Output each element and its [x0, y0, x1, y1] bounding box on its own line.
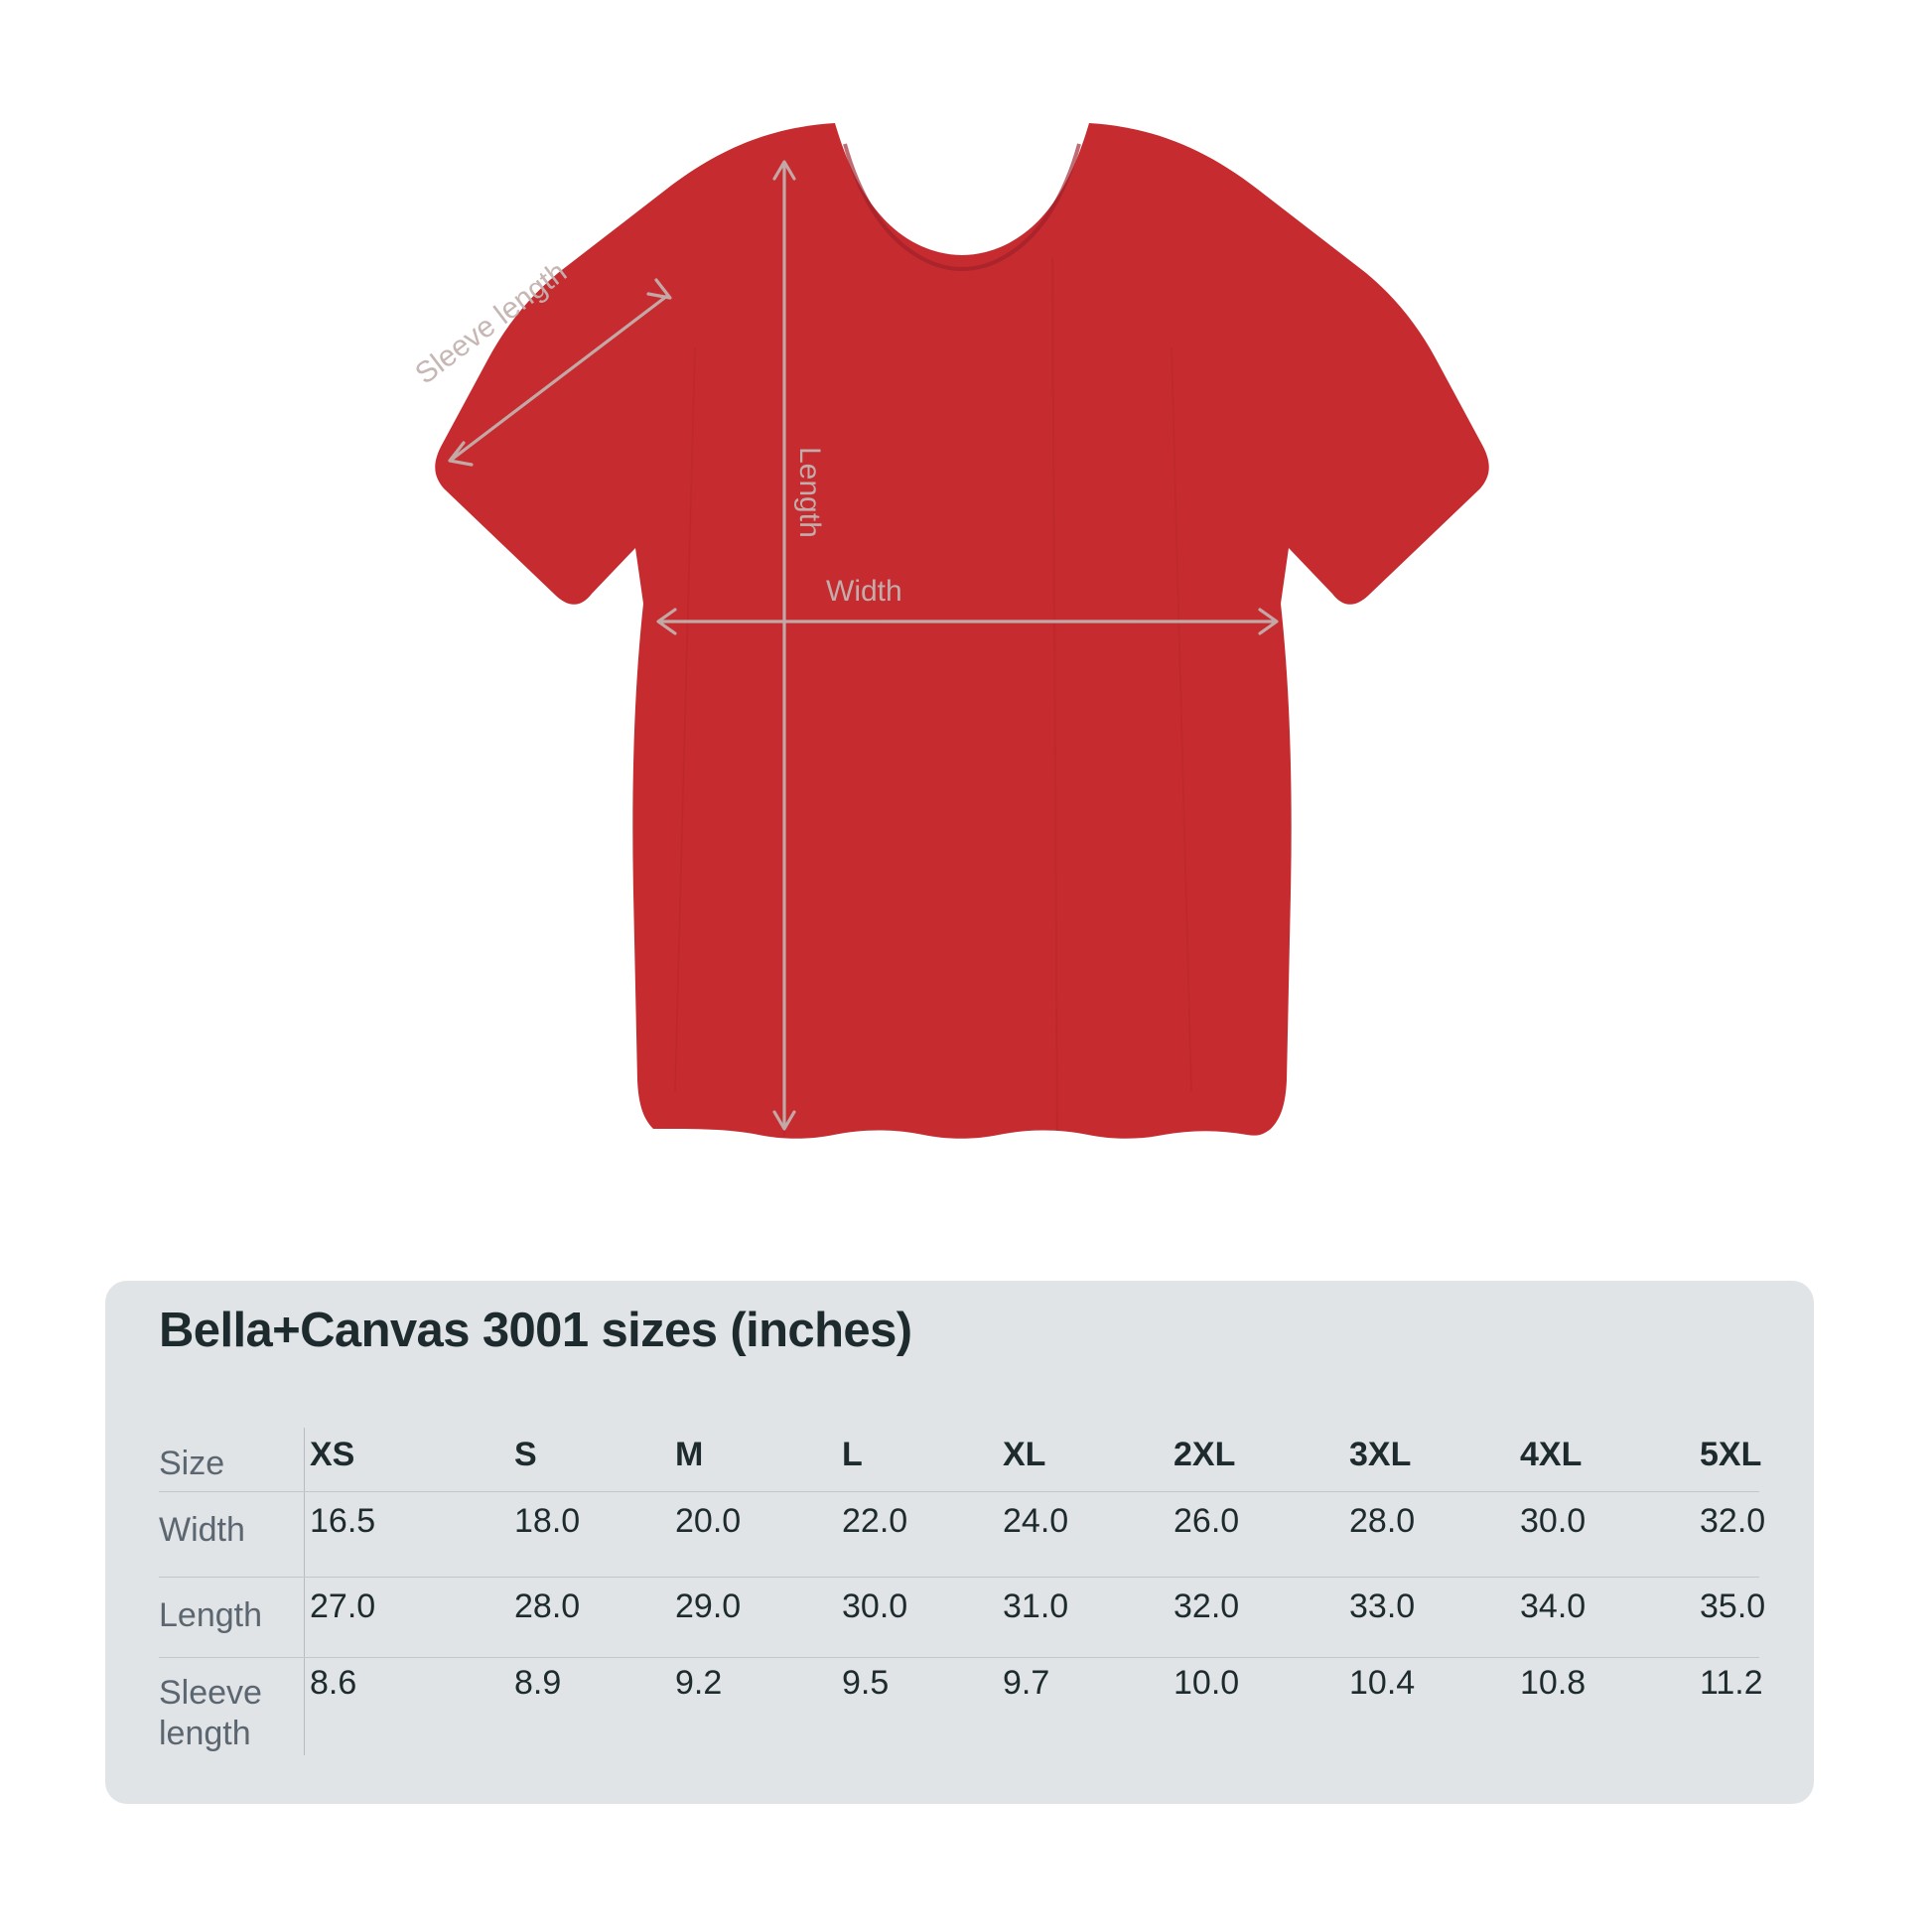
svg-text:Length: Length	[793, 447, 826, 538]
svg-text:Width: Width	[826, 575, 902, 608]
